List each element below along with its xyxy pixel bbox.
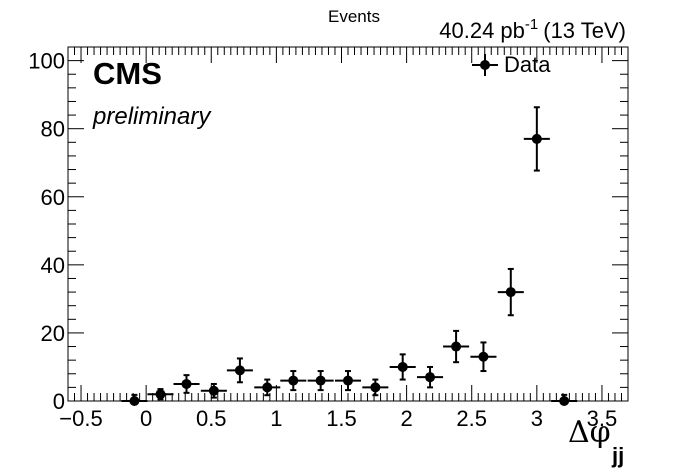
data-point xyxy=(315,375,326,386)
collision-energy: (13 TeV) xyxy=(543,18,626,43)
data-point xyxy=(559,396,570,406)
y-tick-label: 20 xyxy=(41,321,65,346)
legend-marker xyxy=(480,60,490,70)
data-point xyxy=(288,375,299,386)
x-tick-label: 1 xyxy=(270,406,282,431)
y-tick-label: 60 xyxy=(41,185,65,210)
x-tick-label: 2 xyxy=(400,406,412,431)
legend: Data xyxy=(472,52,551,77)
data-point xyxy=(370,382,381,393)
x-tick-label: 1.5 xyxy=(326,406,357,431)
data-point xyxy=(343,375,353,386)
data-point xyxy=(397,361,408,372)
status-label: preliminary xyxy=(92,103,212,130)
y-tick-label: 0 xyxy=(53,389,65,414)
data-point xyxy=(262,382,273,393)
x-axis-label-subscript: jj xyxy=(611,443,624,468)
y-tick-label: 100 xyxy=(28,49,65,74)
luminosity-unit-exponent: -1 xyxy=(525,16,538,33)
y-tick-label: 80 xyxy=(41,117,65,142)
y-axis-label: Events xyxy=(328,7,380,26)
data-point xyxy=(129,396,140,406)
data-point xyxy=(451,341,462,352)
experiment-label: CMS xyxy=(93,56,162,91)
x-tick-label: 3.5 xyxy=(587,406,618,431)
x-tick-label: −0.5 xyxy=(59,406,102,431)
data-point xyxy=(505,287,516,298)
data-point xyxy=(425,372,436,383)
data-point xyxy=(181,378,192,389)
x-axis-label: Δφ xyxy=(568,415,611,450)
luminosity-value: 40.24 pb xyxy=(439,18,525,43)
x-tick-label: 2.5 xyxy=(456,406,487,431)
data-point xyxy=(531,133,542,144)
x-tick-label: 3 xyxy=(531,406,543,431)
data-point xyxy=(234,365,245,376)
x-tick-label: 0 xyxy=(140,406,152,431)
y-tick-label: 40 xyxy=(41,253,65,278)
data-point xyxy=(208,385,219,396)
legend-entry-data: Data xyxy=(504,52,551,77)
x-tick-label: 0.5 xyxy=(196,406,227,431)
data-point xyxy=(155,389,166,400)
data-point xyxy=(478,351,489,362)
luminosity-label: 40.24 pb-1 (13 TeV) xyxy=(439,16,626,43)
